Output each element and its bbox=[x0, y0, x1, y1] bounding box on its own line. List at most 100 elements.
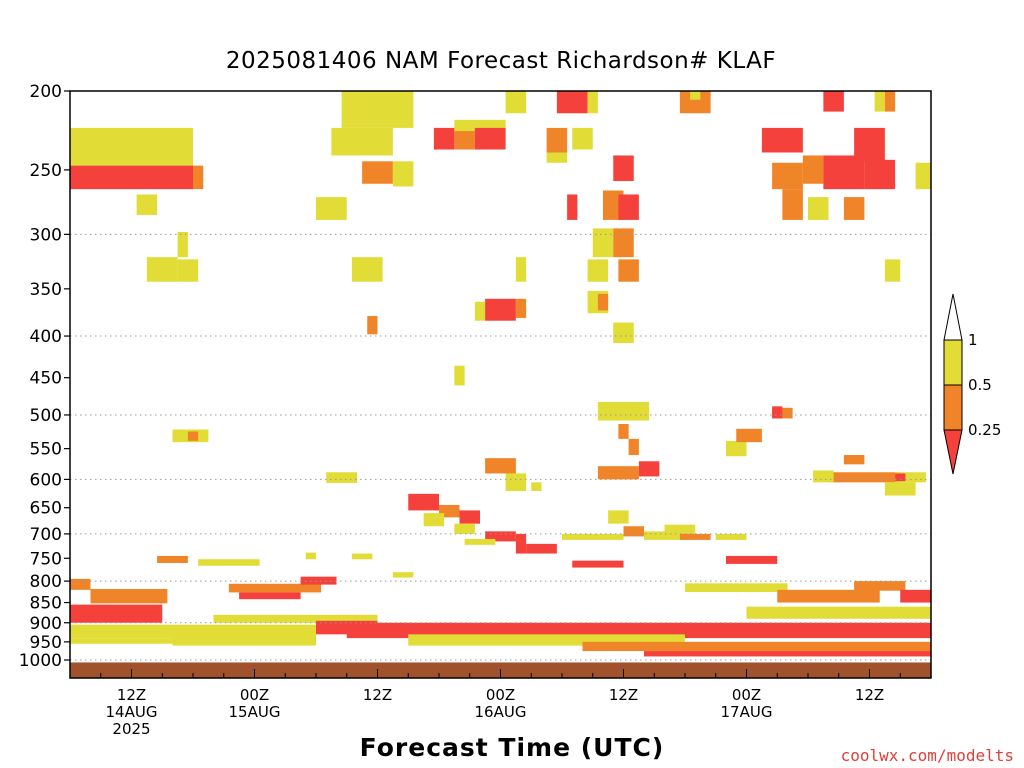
heatmap-cell bbox=[884, 482, 916, 496]
heatmap-cell bbox=[70, 165, 193, 190]
legend-level-label: 0.5 bbox=[968, 376, 992, 394]
heatmap-cell bbox=[70, 578, 91, 590]
x-tick-label: 2025 bbox=[112, 720, 150, 738]
x-tick-label: 00Z bbox=[486, 686, 515, 704]
heatmap-cell bbox=[715, 533, 747, 540]
heatmap-cell bbox=[423, 513, 445, 527]
chart-title: 2025081406 NAM Forecast Richardson# KLAF bbox=[225, 48, 777, 74]
heatmap-cell bbox=[638, 461, 660, 477]
heatmap-cell bbox=[843, 197, 865, 220]
heatmap-cell bbox=[177, 259, 199, 282]
heatmap-cell bbox=[228, 583, 322, 593]
heatmap-cell bbox=[736, 428, 762, 443]
heatmap-cell bbox=[802, 155, 824, 184]
heatmap-cell bbox=[623, 526, 644, 537]
y-tick-label: 500 bbox=[30, 406, 62, 426]
heatmap-cell bbox=[854, 127, 885, 162]
heatmap-cell bbox=[664, 524, 696, 534]
heatmap-cell bbox=[772, 406, 783, 419]
heatmap-cell bbox=[362, 161, 393, 184]
heatmap-cell bbox=[70, 144, 193, 166]
heatmap-cell bbox=[644, 651, 931, 657]
heatmap-cell bbox=[505, 473, 527, 491]
heatmap-cell bbox=[70, 638, 193, 644]
heatmap-cell bbox=[884, 91, 896, 112]
heatmap-cell bbox=[213, 614, 378, 623]
heatmap-cell bbox=[895, 472, 926, 483]
heatmap-cell bbox=[531, 482, 542, 491]
heatmap-cell bbox=[464, 538, 496, 545]
heatmap-cell bbox=[346, 622, 931, 639]
heatmap-cell bbox=[505, 91, 527, 114]
heatmap-cell bbox=[618, 194, 639, 220]
heatmap-cell bbox=[515, 298, 527, 318]
heatmap-cell bbox=[351, 257, 383, 282]
y-tick-label: 250 bbox=[30, 161, 62, 181]
heatmap-cell bbox=[808, 197, 829, 220]
heatmap-cell bbox=[597, 401, 650, 421]
heatmap-cell bbox=[556, 91, 588, 114]
heatmap-cell bbox=[613, 155, 634, 182]
heatmap-cell bbox=[187, 431, 199, 441]
heatmap-cell bbox=[177, 231, 188, 258]
heatmap-cell bbox=[485, 531, 516, 542]
heatmap-cell bbox=[459, 510, 480, 524]
heatmap-cell bbox=[813, 470, 834, 483]
heatmap-cell bbox=[515, 257, 527, 282]
heatmap-cell bbox=[546, 152, 568, 163]
heatmap-cell bbox=[685, 583, 788, 592]
heatmap-cell bbox=[587, 259, 609, 282]
heatmap-cell bbox=[546, 127, 568, 153]
y-tick-label: 750 bbox=[30, 549, 62, 569]
heatmap-cell bbox=[485, 458, 516, 474]
y-tick-label: 900 bbox=[30, 614, 62, 634]
heatmap-cell bbox=[613, 228, 634, 258]
heatmap-cell bbox=[433, 127, 455, 150]
heatmap-cell bbox=[772, 162, 803, 190]
heatmap-cell bbox=[454, 127, 475, 150]
heatmap-cell bbox=[408, 493, 439, 511]
heatmap-cell bbox=[300, 576, 337, 585]
x-tick-label: 12Z bbox=[855, 686, 884, 704]
heatmap-cell bbox=[567, 194, 578, 220]
heatmap-cell bbox=[823, 91, 844, 112]
heatmap-cell bbox=[157, 555, 188, 563]
heatmap-cell bbox=[526, 543, 557, 554]
heatmap-cell bbox=[70, 604, 163, 623]
heatmap-cell bbox=[679, 533, 711, 540]
heatmap-cell bbox=[618, 424, 629, 439]
heatmap-cell bbox=[454, 365, 465, 386]
y-tick-label: 800 bbox=[30, 572, 62, 592]
heatmap-cell bbox=[597, 466, 639, 480]
heatmap-cell bbox=[136, 194, 158, 215]
heatmap-cell bbox=[454, 119, 506, 132]
y-tick-label: 1000 bbox=[19, 651, 62, 671]
heatmap-cell bbox=[392, 572, 414, 578]
heatmap-cell bbox=[613, 322, 634, 344]
heatmap-cell bbox=[474, 127, 506, 150]
heatmap-cells bbox=[70, 91, 931, 657]
credit-text: coolwx.com/modelts bbox=[840, 746, 1014, 765]
heatmap-cell bbox=[854, 581, 906, 591]
legend-level-label: 0.25 bbox=[968, 421, 1001, 439]
y-axis: 200 250 300 350 400 450 500 550 600 650 700 750 8008… bbox=[19, 82, 70, 671]
heatmap-cell bbox=[70, 624, 173, 639]
heatmap-cell bbox=[239, 592, 301, 600]
heatmap-cell bbox=[679, 91, 711, 114]
y-tick-label: 400 bbox=[30, 327, 62, 347]
y-tick-label: 450 bbox=[30, 369, 62, 389]
heatmap-cell bbox=[884, 259, 901, 282]
x-tick-label: 14AUG bbox=[106, 703, 158, 721]
heatmap-cell bbox=[316, 197, 347, 220]
legend-swatch-0.5-1 bbox=[943, 339, 963, 386]
y-tick-label: 650 bbox=[30, 499, 62, 519]
heatmap-cell bbox=[392, 161, 414, 187]
heatmap-cell bbox=[90, 588, 168, 604]
x-tick-label: 00Z bbox=[240, 686, 269, 704]
heatmap-cell bbox=[874, 91, 885, 112]
heatmap-cell bbox=[900, 589, 931, 603]
heatmap-cell bbox=[70, 127, 193, 145]
heatmap-cell bbox=[592, 228, 614, 258]
heatmap-cell bbox=[474, 301, 486, 321]
